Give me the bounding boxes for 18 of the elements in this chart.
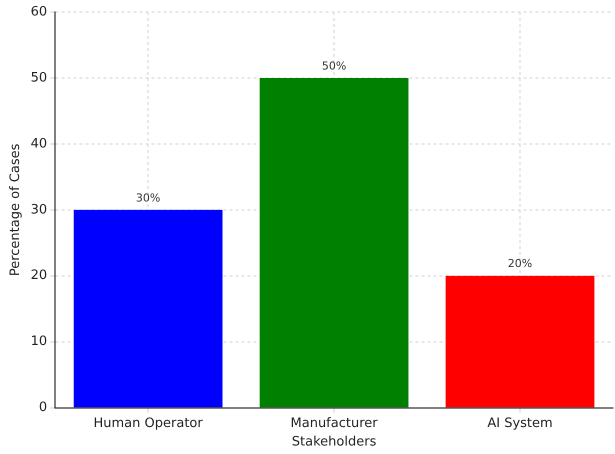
y-tick-label: 20 bbox=[30, 268, 48, 284]
y-tick-label: 60 bbox=[30, 4, 48, 20]
y-tick-label: 30 bbox=[30, 202, 48, 218]
bar bbox=[74, 210, 222, 408]
data-label: 30% bbox=[136, 191, 160, 204]
data-label: 20% bbox=[508, 257, 532, 270]
y-axis-title: Percentage of Cases bbox=[8, 143, 24, 276]
bar bbox=[446, 276, 594, 408]
x-tick-label: Human Operator bbox=[94, 416, 204, 431]
x-axis-title: Stakeholders bbox=[292, 434, 377, 450]
bar bbox=[260, 78, 408, 408]
y-tick-label: 10 bbox=[30, 334, 48, 350]
y-tick-label: 40 bbox=[30, 136, 48, 152]
x-tick-label: AI System bbox=[487, 416, 553, 431]
x-tick-label: Manufacturer bbox=[290, 416, 378, 431]
data-label: 50% bbox=[322, 59, 346, 72]
y-tick-label: 50 bbox=[30, 70, 48, 86]
y-tick-label: 0 bbox=[38, 400, 48, 416]
